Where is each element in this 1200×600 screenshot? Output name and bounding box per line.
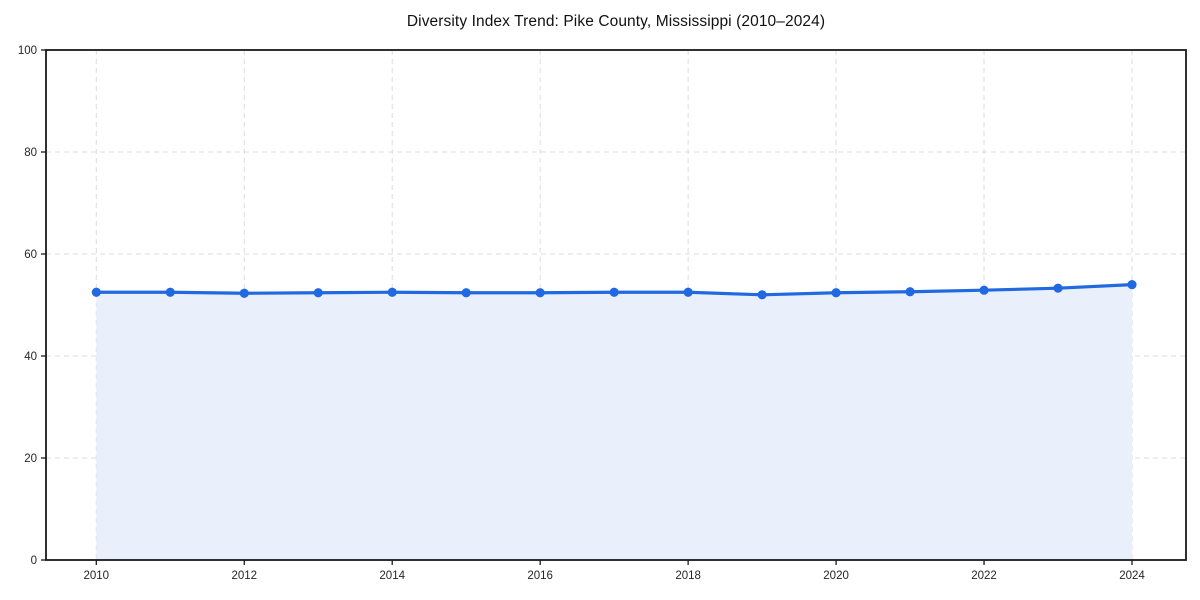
data-point (461, 288, 471, 298)
y-tick-label: 80 (24, 147, 37, 159)
plot-border (45, 49, 1187, 561)
x-tick-label: 2010 (84, 570, 110, 582)
data-point (239, 288, 249, 298)
y-tick-label: 0 (31, 555, 37, 567)
x-tick-label: 2024 (1119, 570, 1145, 582)
y-tick-label: 40 (24, 351, 37, 363)
data-point (905, 287, 915, 297)
y-tick-label: 100 (18, 45, 37, 57)
x-tick-label: 2018 (675, 570, 701, 582)
area-fill (96, 284, 1132, 560)
data-point (91, 287, 101, 297)
data-point (831, 288, 841, 298)
data-point (1053, 283, 1063, 293)
data-point (1127, 280, 1137, 290)
x-tick-label: 2020 (823, 570, 849, 582)
data-point (165, 287, 175, 297)
data-point (683, 287, 693, 297)
y-tick-label: 60 (24, 249, 37, 261)
data-point (609, 287, 619, 297)
x-tick-label: 2022 (971, 570, 997, 582)
chart-title: Diversity Index Trend: Pike County, Miss… (406, 13, 826, 30)
x-tick-label: 2014 (379, 570, 405, 582)
data-point (313, 288, 323, 298)
data-point (979, 285, 989, 295)
y-tick-label: 20 (24, 453, 37, 465)
x-tick-label: 2016 (527, 570, 553, 582)
data-point (757, 290, 767, 300)
x-tick-label: 2012 (231, 570, 257, 582)
data-point (535, 288, 545, 298)
data-point (387, 287, 397, 297)
